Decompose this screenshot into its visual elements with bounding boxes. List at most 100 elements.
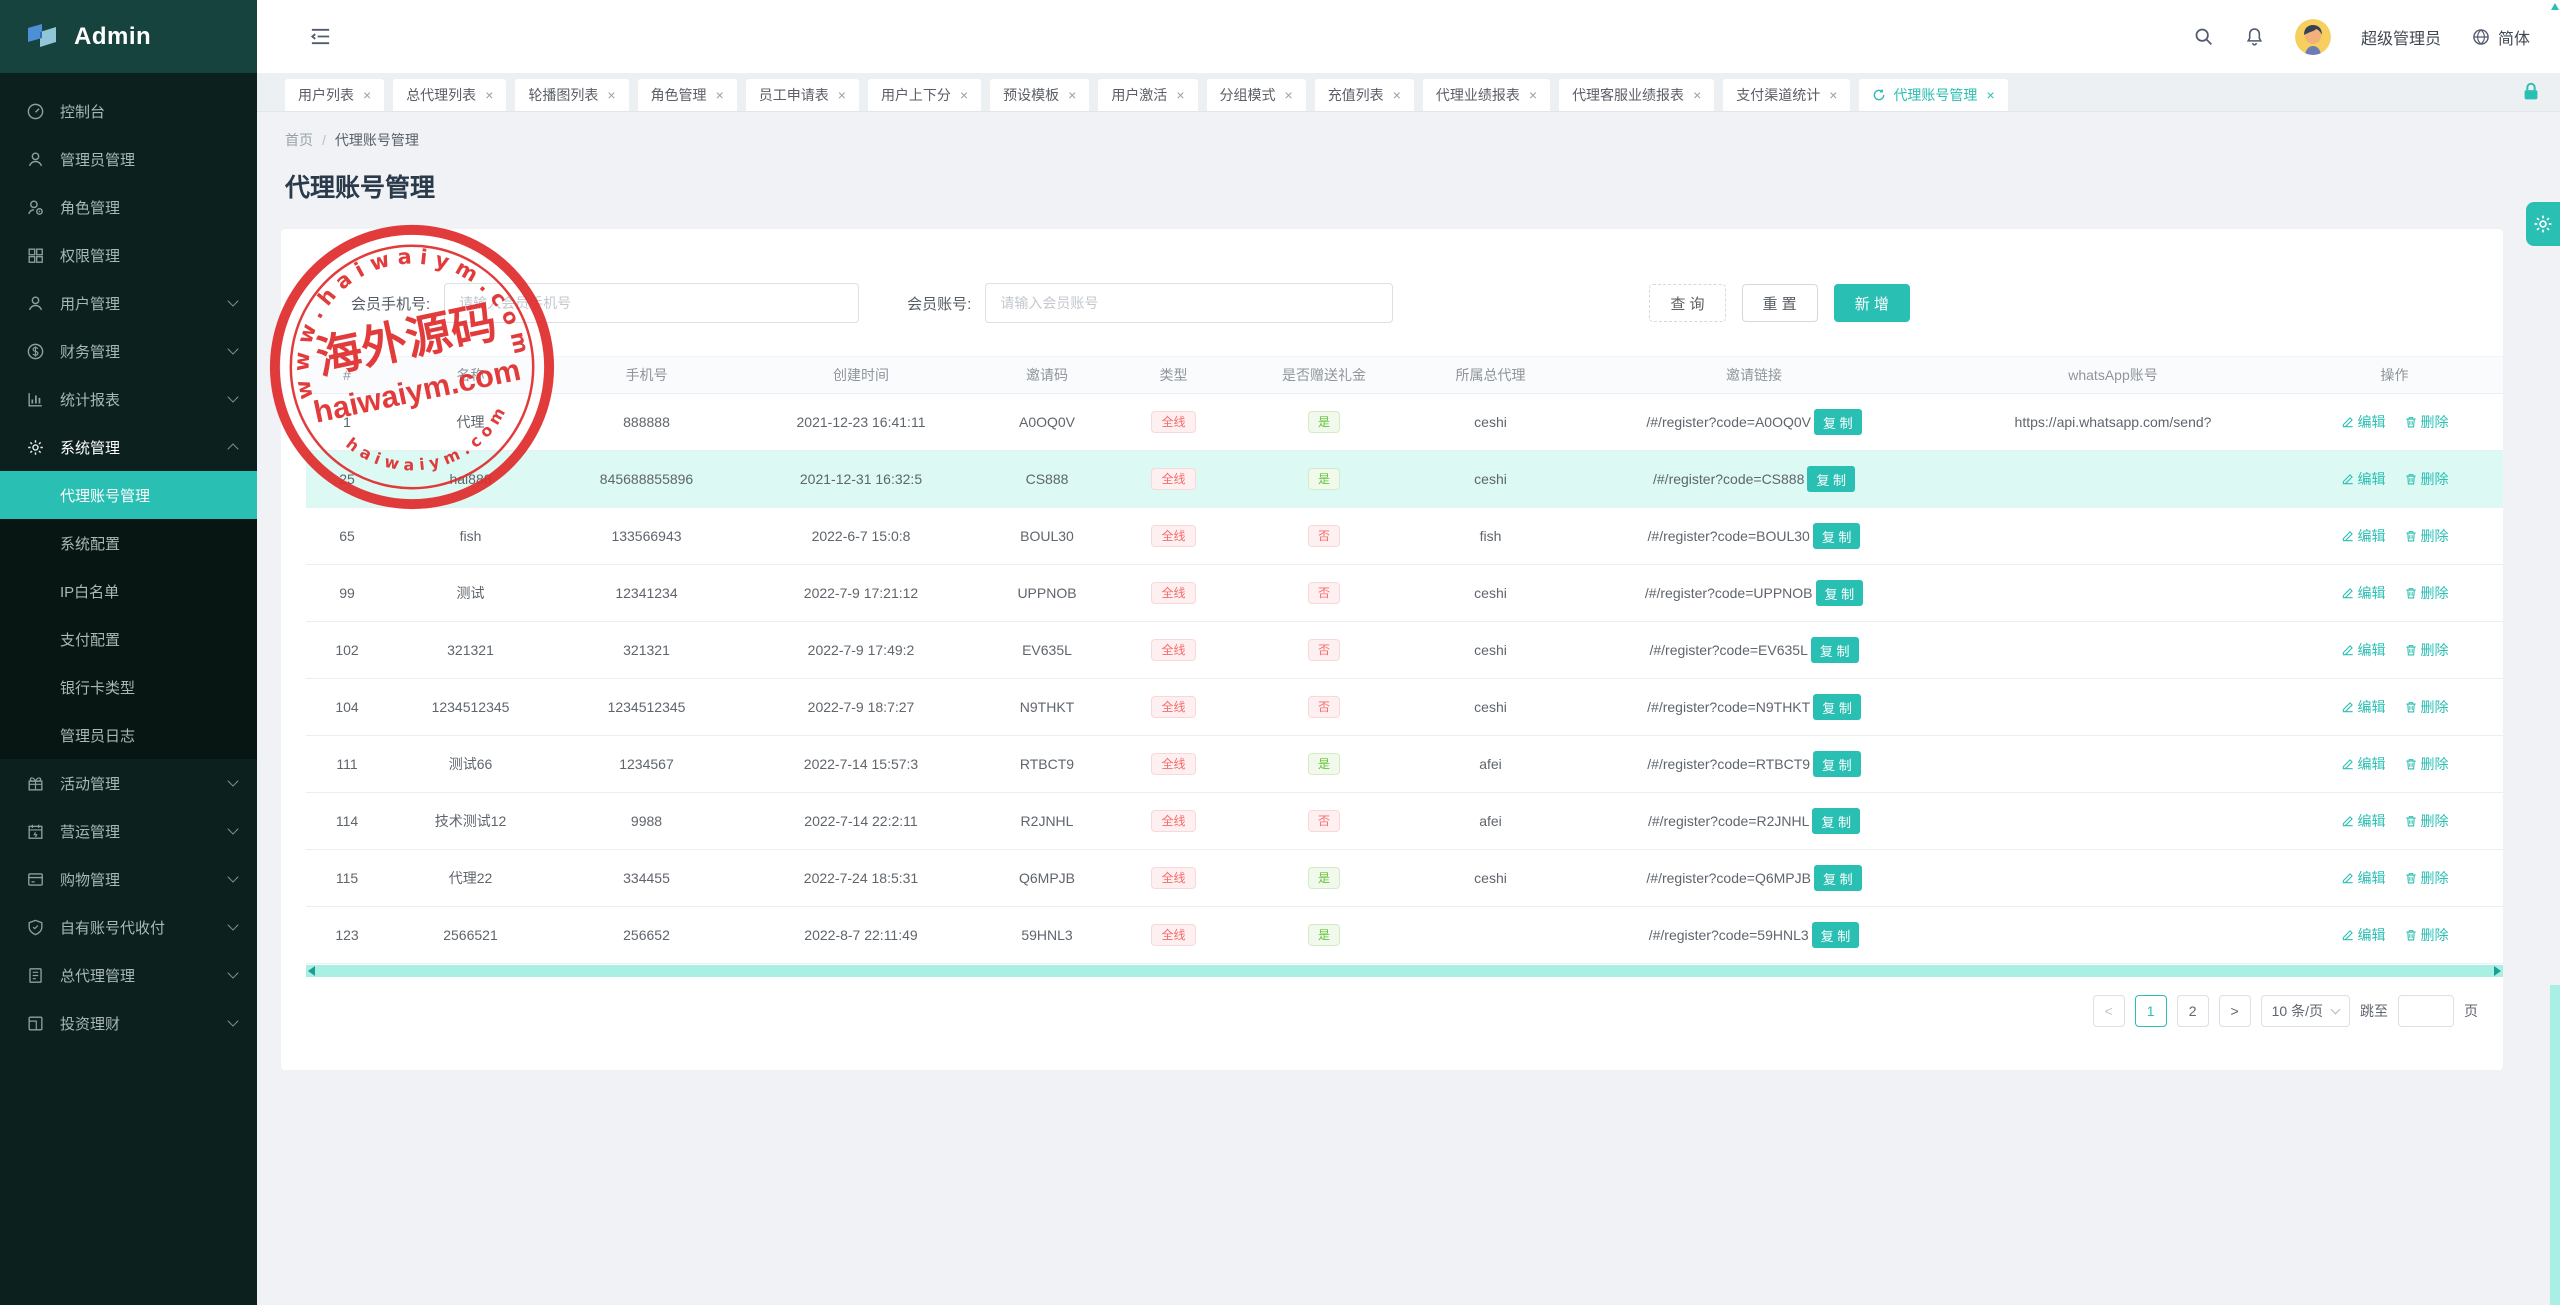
close-icon[interactable]: ×	[1693, 87, 1701, 103]
edit-button[interactable]: 编辑	[2341, 526, 2386, 546]
user-avatar[interactable]	[2295, 19, 2331, 55]
tab-轮播图列表[interactable]: 轮播图列表×	[515, 79, 628, 111]
copy-button[interactable]: 复 制	[1811, 637, 1859, 663]
next-page-button[interactable]: >	[2219, 995, 2251, 1027]
page-button-1[interactable]: 1	[2135, 995, 2167, 1027]
sidebar-subitem-系统配置[interactable]: 系统配置	[0, 519, 257, 567]
tab-预设模板[interactable]: 预设模板×	[990, 79, 1089, 111]
breadcrumb-home[interactable]: 首页	[285, 132, 313, 148]
copy-button[interactable]: 复 制	[1814, 865, 1862, 891]
copy-button[interactable]: 复 制	[1812, 808, 1860, 834]
prev-page-button[interactable]: <	[2093, 995, 2125, 1027]
sidebar-item-控制台[interactable]: 控制台	[0, 87, 257, 135]
sidebar-item-系统管理[interactable]: 系统管理	[0, 423, 257, 471]
close-icon[interactable]: ×	[1393, 87, 1401, 103]
copy-button[interactable]: 复 制	[1813, 523, 1861, 549]
delete-button[interactable]: 删除	[2404, 697, 2449, 717]
bell-icon[interactable]	[2244, 26, 2265, 47]
tab-分组模式[interactable]: 分组模式×	[1207, 79, 1306, 111]
language-switch[interactable]: 简体	[2471, 25, 2530, 49]
sidebar-subitem-管理员日志[interactable]: 管理员日志	[0, 711, 257, 759]
sidebar-item-统计报表[interactable]: 统计报表	[0, 375, 257, 423]
delete-button[interactable]: 删除	[2404, 469, 2449, 489]
sidebar-subitem-银行卡类型[interactable]: 银行卡类型	[0, 663, 257, 711]
app-logo[interactable]: Admin	[0, 0, 257, 73]
tab-代理账号管理[interactable]: 代理账号管理×	[1859, 79, 2007, 111]
delete-button[interactable]: 删除	[2404, 754, 2449, 774]
tab-代理业绩报表[interactable]: 代理业绩报表×	[1423, 79, 1550, 111]
tab-总代理列表[interactable]: 总代理列表×	[393, 79, 506, 111]
tab-用户激活[interactable]: 用户激活×	[1098, 79, 1197, 111]
sidebar-item-购物管理[interactable]: 购物管理	[0, 855, 257, 903]
tab-员工申请表[interactable]: 员工申请表×	[746, 79, 859, 111]
sidebar-item-用户管理[interactable]: 用户管理	[0, 279, 257, 327]
edit-button[interactable]: 编辑	[2341, 811, 2386, 831]
close-icon[interactable]: ×	[1285, 87, 1293, 103]
close-icon[interactable]: ×	[1529, 87, 1537, 103]
close-icon[interactable]: ×	[716, 87, 724, 103]
sidebar-item-角色管理[interactable]: 角色管理	[0, 183, 257, 231]
add-button[interactable]: 新 增	[1834, 284, 1910, 322]
sidebar-item-营运管理[interactable]: 营运管理	[0, 807, 257, 855]
edit-button[interactable]: 编辑	[2341, 583, 2386, 603]
horizontal-scrollbar[interactable]	[306, 965, 2503, 977]
phone-input[interactable]	[444, 283, 859, 323]
sidebar-item-财务管理[interactable]: 财务管理	[0, 327, 257, 375]
sidebar-subitem-代理账号管理[interactable]: 代理账号管理	[0, 471, 257, 519]
close-icon[interactable]: ×	[1829, 87, 1837, 103]
delete-button[interactable]: 删除	[2404, 526, 2449, 546]
vertical-scrollbar[interactable]	[2550, 0, 2560, 1305]
copy-button[interactable]: 复 制	[1807, 466, 1855, 492]
collapse-menu-icon[interactable]	[309, 25, 332, 48]
reset-button[interactable]: 重 置	[1742, 284, 1818, 322]
account-input[interactable]	[985, 283, 1393, 323]
edit-button[interactable]: 编辑	[2341, 697, 2386, 717]
edit-button[interactable]: 编辑	[2341, 640, 2386, 660]
tab-用户列表[interactable]: 用户列表×	[285, 79, 384, 111]
scroll-up-icon[interactable]	[2551, 3, 2559, 10]
sidebar-item-投资理财[interactable]: 投资理财	[0, 999, 257, 1047]
delete-button[interactable]: 删除	[2404, 583, 2449, 603]
close-icon[interactable]: ×	[1176, 87, 1184, 103]
sidebar-item-权限管理[interactable]: 权限管理	[0, 231, 257, 279]
delete-button[interactable]: 删除	[2404, 640, 2449, 660]
scroll-right-icon[interactable]	[2494, 966, 2501, 976]
close-icon[interactable]: ×	[363, 87, 371, 103]
edit-button[interactable]: 编辑	[2341, 469, 2386, 489]
user-role-label[interactable]: 超级管理员	[2361, 25, 2441, 49]
sidebar-item-活动管理[interactable]: 活动管理	[0, 759, 257, 807]
tab-代理客服业绩报表[interactable]: 代理客服业绩报表×	[1559, 79, 1714, 111]
tab-用户上下分[interactable]: 用户上下分×	[868, 79, 981, 111]
close-icon[interactable]: ×	[838, 87, 846, 103]
sidebar-item-管理员管理[interactable]: 管理员管理	[0, 135, 257, 183]
sidebar-subitem-IP白名单[interactable]: IP白名单	[0, 567, 257, 615]
edit-button[interactable]: 编辑	[2341, 754, 2386, 774]
lock-icon[interactable]	[2520, 81, 2542, 103]
delete-button[interactable]: 删除	[2404, 868, 2449, 888]
sidebar-item-自有账号代收付[interactable]: 自有账号代收付	[0, 903, 257, 951]
close-icon[interactable]: ×	[960, 87, 968, 103]
close-icon[interactable]: ×	[607, 87, 615, 103]
close-icon[interactable]: ×	[1986, 87, 1994, 103]
search-icon[interactable]	[2193, 26, 2214, 47]
search-button[interactable]: 查 询	[1649, 284, 1725, 322]
delete-button[interactable]: 删除	[2404, 925, 2449, 945]
delete-button[interactable]: 删除	[2404, 412, 2449, 432]
edit-button[interactable]: 编辑	[2341, 412, 2386, 432]
sidebar-subitem-支付配置[interactable]: 支付配置	[0, 615, 257, 663]
scroll-left-icon[interactable]	[308, 966, 315, 976]
page-size-select[interactable]: 10 条/页	[2261, 995, 2350, 1027]
vertical-scroll-thumb[interactable]	[2550, 985, 2560, 1305]
edit-button[interactable]: 编辑	[2341, 868, 2386, 888]
tab-角色管理[interactable]: 角色管理×	[638, 79, 737, 111]
copy-button[interactable]: 复 制	[1812, 922, 1860, 948]
sidebar-item-总代理管理[interactable]: 总代理管理	[0, 951, 257, 999]
close-icon[interactable]: ×	[1068, 87, 1076, 103]
jump-page-input[interactable]	[2398, 995, 2454, 1027]
copy-button[interactable]: 复 制	[1813, 694, 1861, 720]
page-button-2[interactable]: 2	[2177, 995, 2209, 1027]
tab-充值列表[interactable]: 充值列表×	[1315, 79, 1414, 111]
tab-支付渠道统计[interactable]: 支付渠道统计×	[1723, 79, 1850, 111]
copy-button[interactable]: 复 制	[1814, 409, 1862, 435]
copy-button[interactable]: 复 制	[1813, 751, 1861, 777]
